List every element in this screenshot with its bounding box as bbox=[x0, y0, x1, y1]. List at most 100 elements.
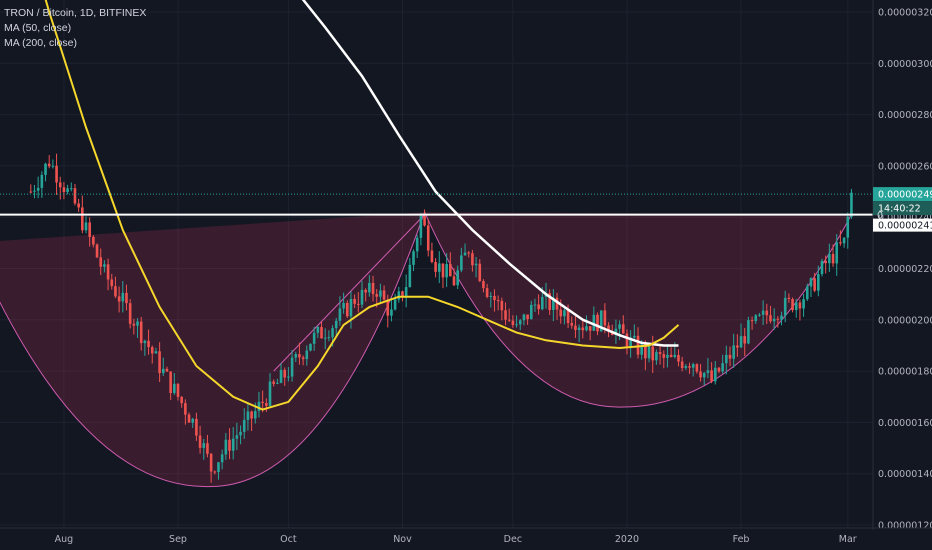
candle-body bbox=[640, 344, 643, 355]
candle-body bbox=[581, 327, 585, 331]
candle-body bbox=[537, 304, 540, 310]
candle-body bbox=[301, 357, 305, 360]
candle-body bbox=[434, 262, 437, 272]
candle-body bbox=[217, 462, 220, 472]
candle-body bbox=[261, 401, 264, 404]
candle-body bbox=[496, 300, 500, 302]
candle-body bbox=[673, 354, 677, 358]
candle-body bbox=[585, 326, 588, 331]
candle-body bbox=[415, 237, 419, 252]
candle-body bbox=[655, 352, 658, 361]
candle-body bbox=[846, 216, 850, 238]
candle-body bbox=[736, 345, 739, 348]
candle-body bbox=[702, 372, 706, 378]
candle-body bbox=[831, 253, 835, 264]
candle-body bbox=[493, 295, 496, 301]
candle-body bbox=[507, 319, 511, 321]
candle-body bbox=[368, 282, 371, 293]
candle-body bbox=[633, 335, 636, 338]
countdown-tag bbox=[873, 201, 932, 216]
candle-body bbox=[456, 270, 459, 286]
candle-body bbox=[265, 403, 268, 406]
candle-body bbox=[150, 347, 154, 354]
ma200-legend[interactable]: MA (200, close) bbox=[4, 37, 77, 49]
candle-body bbox=[713, 367, 717, 382]
candle-body bbox=[570, 323, 574, 326]
candle-body bbox=[334, 320, 338, 329]
candle-body bbox=[253, 411, 257, 419]
y-tick-label: 0.00000160 bbox=[878, 418, 932, 429]
candle-body bbox=[820, 260, 824, 275]
candle-body bbox=[47, 163, 51, 167]
candle-body bbox=[607, 325, 610, 332]
candle-body bbox=[802, 299, 805, 309]
candle-body bbox=[276, 382, 279, 384]
candle-body bbox=[728, 354, 732, 359]
candle-body bbox=[213, 471, 217, 473]
candle-body bbox=[460, 255, 463, 271]
candle-body bbox=[206, 443, 209, 454]
candle-body bbox=[95, 244, 99, 258]
candle-body bbox=[839, 242, 842, 244]
candle-body bbox=[231, 438, 235, 451]
candle-body bbox=[364, 289, 367, 293]
y-tick-label: 0.00000300 bbox=[878, 59, 932, 70]
candle-body bbox=[588, 326, 592, 331]
symbol-title[interactable]: TRON / Bitcoin, 1D, BITFINEX bbox=[4, 7, 147, 19]
cup-patterns bbox=[0, 211, 889, 488]
candle-body bbox=[555, 297, 559, 310]
candle-body bbox=[84, 222, 88, 231]
candle-body bbox=[33, 190, 36, 192]
candle-body bbox=[437, 263, 441, 272]
candle-body bbox=[677, 354, 680, 362]
candle-body bbox=[36, 187, 40, 191]
candle-body bbox=[482, 281, 485, 289]
candle-body bbox=[283, 369, 287, 378]
candle-body bbox=[739, 336, 743, 348]
candle-body bbox=[323, 337, 327, 339]
candle-body bbox=[110, 279, 114, 287]
candle-body bbox=[106, 264, 110, 280]
candle-body bbox=[371, 282, 375, 295]
candle-body bbox=[198, 435, 202, 448]
candle-body bbox=[353, 298, 356, 304]
ma50-legend[interactable]: MA (50, close) bbox=[4, 22, 72, 34]
candle-body bbox=[327, 337, 331, 339]
grid-lines bbox=[0, 0, 873, 528]
candle-body bbox=[758, 314, 761, 316]
cup-line bbox=[273, 214, 425, 372]
candle-body bbox=[725, 354, 728, 364]
candle-body bbox=[474, 263, 478, 266]
candle-body bbox=[772, 318, 776, 322]
candle-body bbox=[684, 366, 688, 369]
candle-body bbox=[706, 370, 710, 373]
candle-body bbox=[161, 368, 165, 374]
candle-body bbox=[533, 304, 537, 306]
candle-body bbox=[250, 411, 253, 419]
candle-body bbox=[813, 278, 816, 291]
candle-body bbox=[220, 454, 224, 463]
candle-body bbox=[55, 165, 58, 183]
candle-body bbox=[603, 310, 607, 326]
candle-body bbox=[574, 325, 577, 330]
candle-body bbox=[680, 361, 684, 369]
candle-body bbox=[515, 324, 518, 326]
time-axis[interactable]: Aug Sep Oct Nov Dec 2020 Feb Mar bbox=[0, 527, 932, 545]
candle-body bbox=[239, 431, 242, 436]
candle-body bbox=[563, 310, 566, 317]
candle-body bbox=[743, 336, 747, 344]
candle-body bbox=[452, 276, 456, 286]
candle-body bbox=[81, 207, 84, 231]
candle-body bbox=[125, 292, 128, 304]
candle-body bbox=[817, 274, 820, 291]
candle-body bbox=[257, 401, 261, 412]
price-axis[interactable]: 0.00000320 0.00000300 0.00000280 0.00000260… bbox=[872, 0, 932, 532]
candle-body bbox=[158, 351, 161, 374]
candle-body bbox=[842, 237, 846, 244]
x-tick-label: Dec bbox=[504, 534, 522, 545]
moving-averages bbox=[44, 0, 680, 411]
candle-body bbox=[51, 165, 55, 167]
candle-body bbox=[345, 302, 349, 317]
candle-body bbox=[77, 203, 80, 208]
